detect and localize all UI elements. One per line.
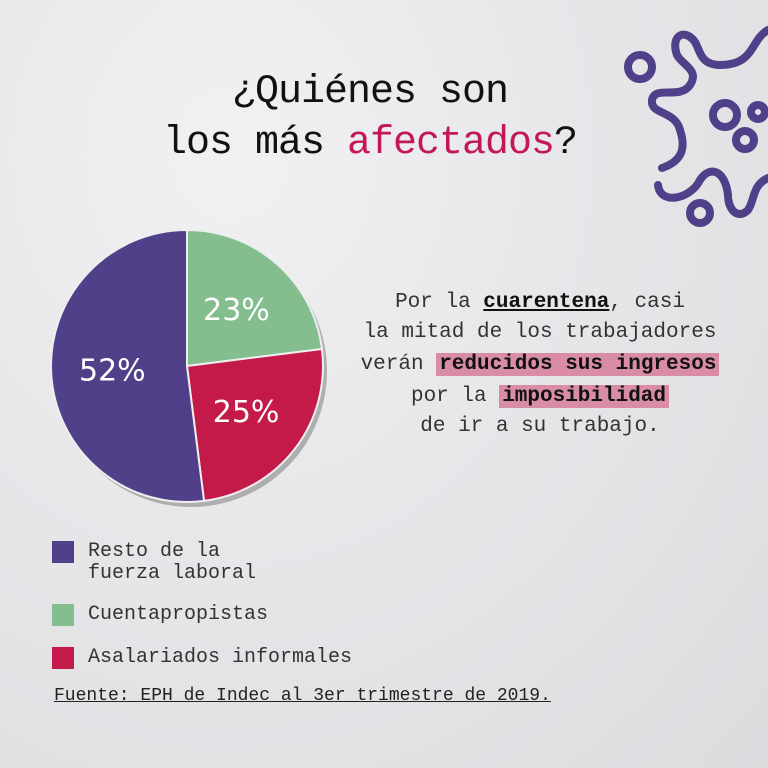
legend-item: Resto de la fuerza laboral bbox=[52, 541, 256, 585]
legend-swatch bbox=[52, 647, 74, 669]
virus-icon bbox=[624, 26, 768, 227]
desc-text: por la bbox=[410, 385, 500, 408]
legend-swatch bbox=[52, 541, 74, 563]
legend-swatch bbox=[52, 604, 74, 626]
legend-item: Asalariados informales bbox=[52, 647, 352, 669]
desc-text: , casi bbox=[609, 291, 685, 314]
desc-text: Por la bbox=[395, 291, 484, 314]
desc-text: la mitad de los trabajadores bbox=[363, 321, 717, 344]
pie-data-label: 52% bbox=[79, 354, 146, 389]
pie-slice bbox=[50, 228, 206, 503]
title-accent: afectados bbox=[346, 121, 555, 166]
legend-label: Asalariados informales bbox=[88, 646, 353, 669]
pie-data-label: 23% bbox=[203, 293, 270, 328]
source-note: Fuente: EPH de Indec al 3er trimestre de… bbox=[54, 686, 551, 706]
desc-highlight: imposibilidad bbox=[499, 385, 670, 408]
description: Por la cuarentena, casi la mitad de los … bbox=[330, 288, 750, 442]
title-text: los más bbox=[162, 121, 347, 166]
pie-slice bbox=[185, 347, 324, 503]
desc-underline: cuarentena bbox=[483, 291, 610, 314]
legend-label: fuerza laboral bbox=[88, 562, 257, 585]
legend-label: Resto de la bbox=[88, 540, 221, 563]
title-question-mark: ? bbox=[554, 121, 578, 166]
pie-data-label: 25% bbox=[213, 395, 280, 430]
legend-label: Cuentapropistas bbox=[88, 603, 269, 626]
pie-slice bbox=[186, 228, 324, 368]
pie-chart: 23% 25% 52% bbox=[50, 228, 327, 507]
desc-text: verán bbox=[360, 353, 437, 376]
legend-item: Cuentapropistas bbox=[52, 604, 268, 626]
desc-text: de ir a su trabajo. bbox=[420, 415, 660, 438]
desc-highlight: reducidos sus ingresos bbox=[436, 353, 720, 376]
title-line-1: ¿Quiénes son bbox=[231, 70, 509, 115]
title-line-2: los más afectados? bbox=[0, 121, 740, 166]
